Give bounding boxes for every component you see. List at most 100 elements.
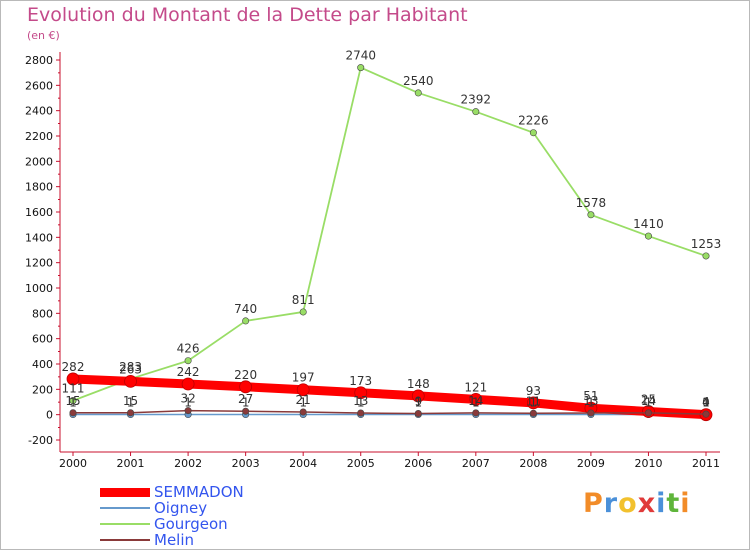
data-point-semmadon xyxy=(124,374,137,388)
y-tick-label: 200 xyxy=(32,383,53,396)
data-label-semmadon: 0 xyxy=(702,396,710,410)
series-line-semmadon xyxy=(72,374,707,420)
data-label-semmadon: 93 xyxy=(526,384,541,398)
data-label-semmadon: 51 xyxy=(583,389,598,403)
y-tick-label: 2800 xyxy=(25,54,53,67)
data-label-melin: 9 xyxy=(414,395,422,409)
y-tick-label: 600 xyxy=(32,333,53,346)
x-tick-label: 2003 xyxy=(232,457,260,470)
data-point-semmadon xyxy=(296,383,310,397)
legend-label: Melin xyxy=(154,531,195,549)
data-label-semmadon: 173 xyxy=(349,374,372,388)
legend-swatch xyxy=(100,539,150,541)
y-tick-label: 2200 xyxy=(25,130,53,143)
legend-item-oigney: Oigney xyxy=(100,500,340,516)
data-point-semmadon xyxy=(239,380,253,394)
data-point-melin xyxy=(299,408,307,416)
data-point-gourgeon xyxy=(299,308,307,316)
data-label-gourgeon: 2740 xyxy=(345,49,376,63)
x-tick-label: 2008 xyxy=(519,457,547,470)
y-tick-label: 400 xyxy=(32,358,53,371)
data-label-melin: 11 xyxy=(526,394,541,408)
data-point-melin xyxy=(644,409,652,417)
x-tick-label: 2004 xyxy=(289,457,317,470)
data-point-gourgeon xyxy=(702,252,710,260)
data-label-semmadon: 282 xyxy=(62,360,85,374)
data-point-melin xyxy=(472,409,480,417)
legend-swatch xyxy=(100,487,150,497)
data-label-gourgeon: 283 xyxy=(119,360,142,374)
data-label-gourgeon: 1578 xyxy=(576,196,607,210)
chart-subtitle: (en €) xyxy=(27,29,60,42)
legend-item-semmadon: SEMMADON xyxy=(100,484,340,500)
data-label-oigney: 1 xyxy=(69,396,77,410)
data-point-gourgeon xyxy=(644,232,652,240)
data-point-gourgeon xyxy=(414,89,422,97)
data-point-gourgeon xyxy=(529,129,537,137)
y-tick-label: 1400 xyxy=(25,231,53,244)
data-point-gourgeon xyxy=(587,211,595,219)
data-label-melin: 14 xyxy=(468,394,483,408)
data-label-melin: 32 xyxy=(180,392,195,406)
y-tick-label: 1600 xyxy=(25,206,53,219)
data-point-semmadon xyxy=(66,372,80,386)
data-label-gourgeon: 811 xyxy=(292,293,315,307)
data-label-gourgeon: 426 xyxy=(177,342,200,356)
data-point-gourgeon xyxy=(184,357,192,365)
data-label-semmadon: 25 xyxy=(641,393,656,407)
y-tick-label: 0 xyxy=(46,409,53,422)
x-tick-label: 2007 xyxy=(462,457,490,470)
data-label-oigney: 1 xyxy=(702,396,710,410)
data-label-melin: 4 xyxy=(702,395,710,409)
data-label-gourgeon: 111 xyxy=(62,382,85,396)
data-label-oigney: 1 xyxy=(587,396,595,410)
data-label-gourgeon: 2392 xyxy=(461,93,492,107)
data-point-gourgeon xyxy=(357,64,365,72)
legend-item-melin: Melin xyxy=(100,532,340,548)
y-tick-label: 1200 xyxy=(25,257,53,270)
data-point-semmadon xyxy=(469,392,483,406)
legend-label: Oigney xyxy=(154,499,208,517)
data-point-semmadon xyxy=(411,389,425,403)
data-point-melin xyxy=(242,407,250,415)
data-label-oigney: 1 xyxy=(242,396,250,410)
data-label-semmadon: 242 xyxy=(177,365,200,379)
data-point-gourgeon xyxy=(69,397,77,405)
x-tick-label: 2006 xyxy=(404,457,432,470)
data-point-melin xyxy=(414,410,422,418)
data-label-melin: 15 xyxy=(123,394,138,408)
series-line-melin xyxy=(73,409,707,415)
y-tick-label: 1800 xyxy=(25,181,53,194)
y-tick-label: 2600 xyxy=(25,79,53,92)
x-tick-label: 2001 xyxy=(117,457,145,470)
data-label-gourgeon: 1410 xyxy=(633,217,664,231)
data-label-oigney: 1 xyxy=(127,396,135,410)
data-label-oigney: 1 xyxy=(645,396,653,410)
x-tick-label: 2005 xyxy=(347,457,375,470)
x-tick-label: 2010 xyxy=(634,457,662,470)
x-tick-label: 2011 xyxy=(692,457,720,470)
legend-label: SEMMADON xyxy=(154,483,244,501)
data-point-semmadon xyxy=(526,396,540,410)
data-label-gourgeon: 2540 xyxy=(403,74,434,88)
data-label-gourgeon: 1253 xyxy=(691,237,722,251)
data-point-gourgeon xyxy=(242,317,250,325)
data-point-melin xyxy=(702,410,710,418)
data-label-oigney: 1 xyxy=(299,396,307,410)
data-point-gourgeon xyxy=(472,108,480,116)
y-tick-label: 2400 xyxy=(25,105,53,118)
data-point-melin xyxy=(69,409,77,417)
y-tick-label: 800 xyxy=(32,307,53,320)
data-point-melin xyxy=(127,409,135,417)
data-label-melin: 13 xyxy=(583,394,598,408)
data-label-semmadon: 197 xyxy=(292,371,315,385)
x-tick-label: 2002 xyxy=(174,457,202,470)
x-tick-label: 2000 xyxy=(59,457,87,470)
data-point-semmadon xyxy=(181,377,195,391)
data-label-oigney: 1 xyxy=(472,396,480,410)
data-point-melin xyxy=(184,407,192,415)
data-label-semmadon: 121 xyxy=(464,380,487,394)
y-tick-label: 1000 xyxy=(25,282,53,295)
